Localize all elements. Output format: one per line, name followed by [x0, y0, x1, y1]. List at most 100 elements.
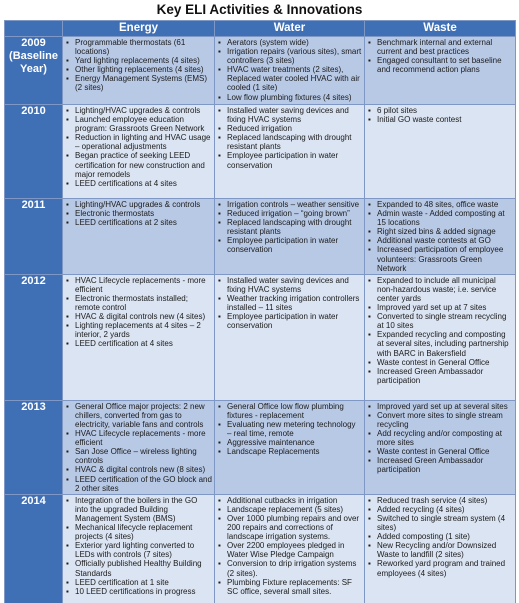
- waste-list: 6 pilot sitesInitial GO waste contest: [367, 106, 513, 124]
- year-label: 2011: [4, 198, 63, 275]
- list-item: HVAC water treatments (2 sites), Replace…: [217, 65, 362, 92]
- list-item: Electronic thermostats installed; remote…: [65, 294, 212, 312]
- list-item: Integration of the boilers in the GO int…: [65, 496, 212, 523]
- list-item: Waste contest in General Office: [367, 358, 513, 367]
- list-item: HVAC Lifecycle replacements - more effic…: [65, 429, 212, 447]
- waste-list: Expanded to include all municipal non-ha…: [367, 276, 513, 385]
- list-item: Increased Green Ambassador participation: [367, 367, 513, 385]
- list-item: Employee participation in water conserva…: [217, 151, 362, 169]
- list-item: Increased Green Ambassador participation: [367, 456, 513, 474]
- table-row: 2012HVAC Lifecycle replacements - more e…: [4, 273, 516, 401]
- list-item: General Office low flow plumbing fixture…: [217, 402, 362, 420]
- energy-list: Lighting/HVAC upgrades & controlsLaunche…: [65, 106, 212, 188]
- list-item: Aerators (system wide): [217, 38, 362, 47]
- list-item: Improved yard set up at 7 sites: [367, 303, 513, 312]
- column-header-waste: Waste: [364, 20, 516, 37]
- list-item: Reduced irrigation: [217, 124, 362, 133]
- list-item: Installed water saving devices and fixin…: [217, 276, 362, 294]
- year-label: 2012: [4, 273, 63, 401]
- year-label: 2009 (Baseline Year): [4, 36, 63, 105]
- column-header-water: Water: [214, 20, 365, 37]
- water-cell: Aerators (system wide)Irrigation repairs…: [214, 36, 365, 105]
- page-title: Key ELI Activities & Innovations: [156, 2, 363, 17]
- list-item: Irrigation repairs (various sites), smar…: [217, 47, 362, 65]
- list-item: Electronic thermostats: [65, 209, 212, 218]
- energy-cell: HVAC Lifecycle replacements - more effic…: [62, 273, 215, 401]
- list-item: Switched to single stream system (4 site…: [367, 514, 513, 532]
- list-item: Over 2200 employees pledged in Water Wis…: [217, 541, 362, 559]
- list-item: LEED certification at 4 sites: [65, 339, 212, 348]
- list-item: Engaged consultant to set baseline and r…: [367, 56, 513, 74]
- waste-list: Reduced trash service (4 sites)Added rec…: [367, 496, 513, 578]
- list-item: Reduced trash service (4 sites): [367, 496, 513, 505]
- list-item: HVAC & digital controls new (4 sites): [65, 312, 212, 321]
- list-item: Landscape replacement (5 sites): [217, 505, 362, 514]
- water-cell: Installed water saving devices and fixin…: [214, 273, 365, 401]
- energy-list: Programmable thermostats (61 locations)Y…: [65, 38, 212, 93]
- energy-cell: General Office major projects: 2 new chi…: [62, 399, 215, 495]
- water-list: General Office low flow plumbing fixture…: [217, 402, 362, 457]
- list-item: Additional cutbacks in irrigation: [217, 496, 362, 505]
- list-item: Evaluating new metering technology – rea…: [217, 420, 362, 438]
- list-item: Low flow plumbing fixtures (4 sites): [217, 93, 362, 102]
- header-corner: [4, 20, 63, 37]
- list-item: Landscape Replacements: [217, 447, 362, 456]
- list-item: LEED certification at 1 site: [65, 578, 212, 587]
- list-item: LEED certifications at 4 sites: [65, 179, 212, 188]
- list-item: Additional waste contests at GO: [367, 236, 513, 245]
- list-item: Add recycling and/or composting at more …: [367, 429, 513, 447]
- list-item: Right sized bins & added signage: [367, 227, 513, 236]
- table-row: 2013General Office major projects: 2 new…: [4, 399, 516, 495]
- list-item: San Jose Office – wireless lighting cont…: [65, 447, 212, 465]
- year-label: 2010: [4, 104, 63, 199]
- list-item: LEED certification of the GO block and 2…: [65, 475, 212, 493]
- list-item: Replaced landscaping with drought resist…: [217, 218, 362, 236]
- energy-cell: Lighting/HVAC upgrades & controlsElectro…: [62, 198, 215, 275]
- list-item: Expanded to include all municipal non-ha…: [367, 276, 513, 303]
- water-list: Aerators (system wide)Irrigation repairs…: [217, 38, 362, 102]
- activities-table: Energy Water Waste 2009 (Baseline Year)P…: [4, 20, 516, 603]
- energy-list: HVAC Lifecycle replacements - more effic…: [65, 276, 212, 349]
- list-item: Over 1000 plumbing repairs and over 200 …: [217, 514, 362, 541]
- water-list: Installed water saving devices and fixin…: [217, 106, 362, 170]
- list-item: 6 pilot sites: [367, 106, 513, 115]
- waste-list: Improved yard set up at several sitesCon…: [367, 402, 513, 475]
- list-item: Lighting/HVAC upgrades & controls: [65, 200, 212, 209]
- list-item: Programmable thermostats (61 locations): [65, 38, 212, 56]
- list-item: Initial GO waste contest: [367, 115, 513, 124]
- list-item: Reduced irrigation – “going brown”: [217, 209, 362, 218]
- table-row: 2014Integration of the boilers in the GO…: [4, 493, 516, 603]
- energy-list: Integration of the boilers in the GO int…: [65, 496, 212, 596]
- list-item: Irrigation controls – weather sensitive: [217, 200, 362, 209]
- list-item: Replaced landscaping with drought resist…: [217, 133, 362, 151]
- table-row: 2011Lighting/HVAC upgrades & controlsEle…: [4, 198, 516, 275]
- list-item: Reduction in lighting and HVAC usage – o…: [65, 133, 212, 151]
- year-label: 2014: [4, 493, 63, 603]
- list-item: Aggressive maintenance: [217, 438, 362, 447]
- energy-cell: Programmable thermostats (61 locations)Y…: [62, 36, 215, 105]
- waste-cell: Benchmark internal and external current …: [364, 36, 516, 105]
- waste-cell: 6 pilot sitesInitial GO waste contest: [364, 104, 516, 199]
- list-item: Launched employee education program: Gra…: [65, 115, 212, 133]
- column-header-energy: Energy: [62, 20, 215, 37]
- list-item: Added recycling (4 sites): [367, 505, 513, 514]
- list-item: Converted to single stream recycling at …: [367, 312, 513, 330]
- list-item: Expanded recycling and composting at sev…: [367, 330, 513, 357]
- list-item: General Office major projects: 2 new chi…: [65, 402, 212, 429]
- table-body: 2009 (Baseline Year)Programmable thermos…: [4, 36, 516, 603]
- list-item: HVAC & digital controls new (8 sites): [65, 465, 212, 474]
- water-cell: Irrigation controls – weather sensitiveR…: [214, 198, 365, 275]
- list-item: Expanded to 48 sites, office waste: [367, 200, 513, 209]
- list-item: Added composting (1 site): [367, 532, 513, 541]
- list-item: Yard lighting replacements (4 sites): [65, 56, 212, 65]
- list-item: 10 LEED certifications in progress: [65, 587, 212, 596]
- list-item: Lighting replacements at 4 sites – 2 int…: [65, 321, 212, 339]
- list-item: Exterior yard lighting converted to LEDs…: [65, 541, 212, 559]
- water-list: Installed water saving devices and fixin…: [217, 276, 362, 331]
- list-item: HVAC Lifecycle replacements - more effic…: [65, 276, 212, 294]
- water-list: Irrigation controls – weather sensitiveR…: [217, 200, 362, 255]
- list-item: Began practice of seeking LEED certifica…: [65, 151, 212, 178]
- header-row: Energy Water Waste: [4, 20, 516, 37]
- energy-cell: Integration of the boilers in the GO int…: [62, 493, 215, 603]
- list-item: Waste contest in General Office: [367, 447, 513, 456]
